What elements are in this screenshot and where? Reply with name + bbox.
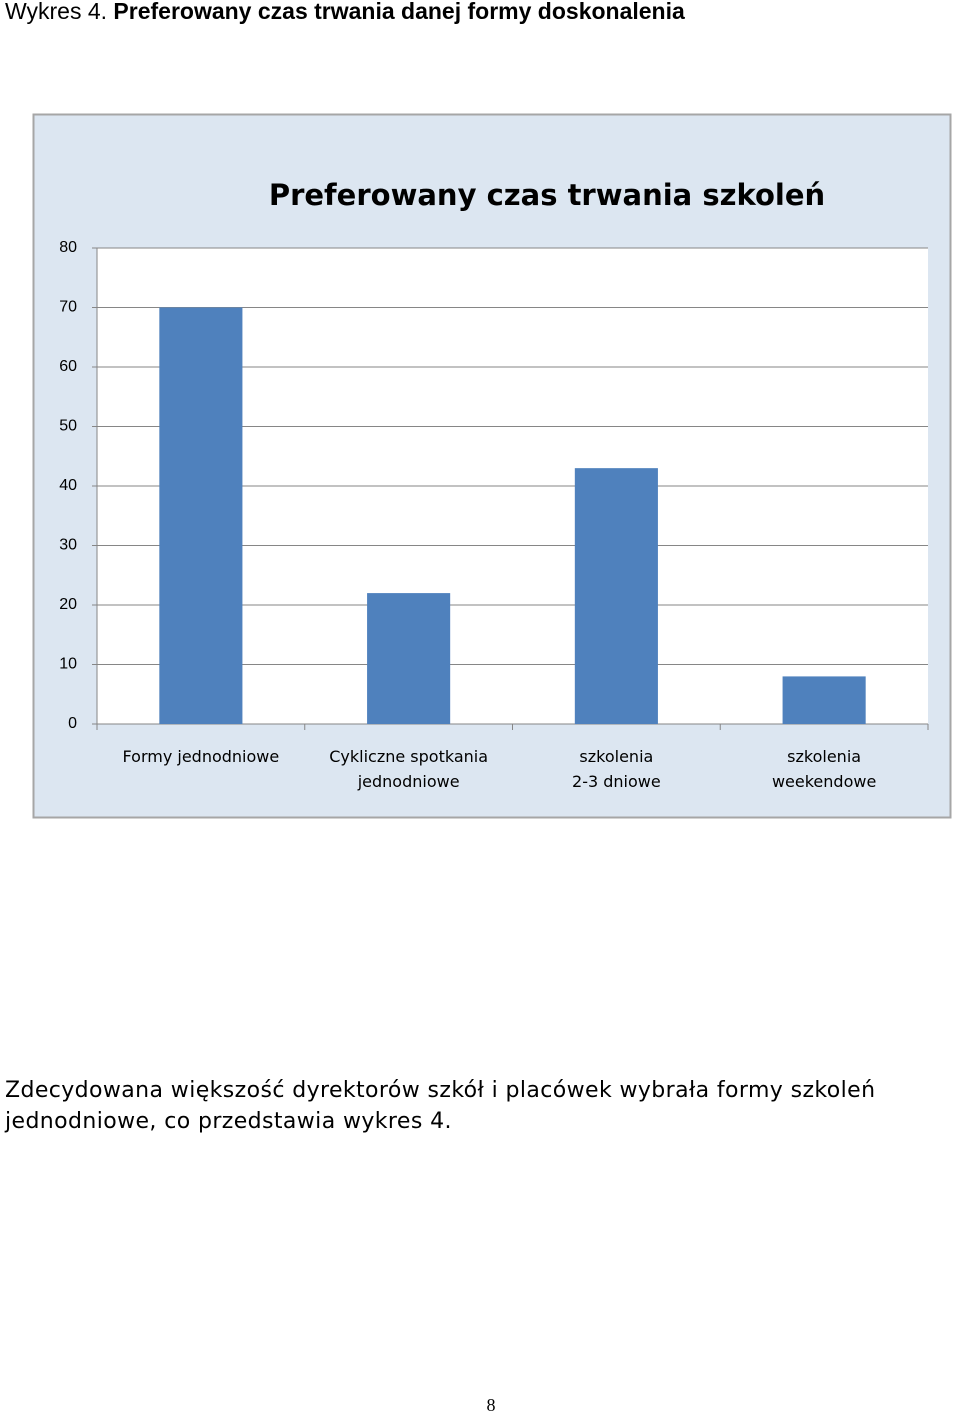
page-number: 8 — [487, 1395, 496, 1414]
y-tick-label: 20 — [59, 596, 77, 613]
paragraph-line: Zdecydowana większość dyrektorów szkół i… — [5, 1078, 876, 1103]
heading-title: Preferowany czas trwania danej formy dos… — [113, 0, 685, 24]
y-tick-label: 50 — [59, 418, 77, 435]
y-tick-label: 0 — [68, 715, 77, 732]
heading-label: Wykres 4. — [5, 0, 107, 24]
heading: Wykres 4. Preferowany czas trwania danej… — [5, 0, 685, 24]
bar — [367, 593, 451, 724]
y-tick-label: 40 — [59, 477, 77, 494]
x-tick-label: Cykliczne spotkania jednodniowe — [329, 747, 489, 791]
x-tick-label: szkolenia 2-3 dniowe — [572, 747, 661, 791]
bar — [159, 307, 243, 724]
x-tick-label: szkolenia weekendowe — [771, 747, 877, 791]
y-tick-label: 60 — [59, 358, 77, 375]
y-tick-label: 10 — [59, 656, 77, 673]
chart-title: Preferowany czas trwania szkoleń — [269, 178, 825, 212]
y-tick-label: 30 — [59, 537, 77, 554]
paragraph-line: jednodniowe, co przedstawia wykres 4. — [5, 1109, 452, 1134]
y-tick-label: 80 — [59, 239, 77, 256]
bar — [782, 676, 866, 724]
y-tick-label: 70 — [59, 299, 77, 316]
x-tick-label: Formy jednodniowe — [122, 747, 280, 766]
bar — [574, 468, 658, 724]
